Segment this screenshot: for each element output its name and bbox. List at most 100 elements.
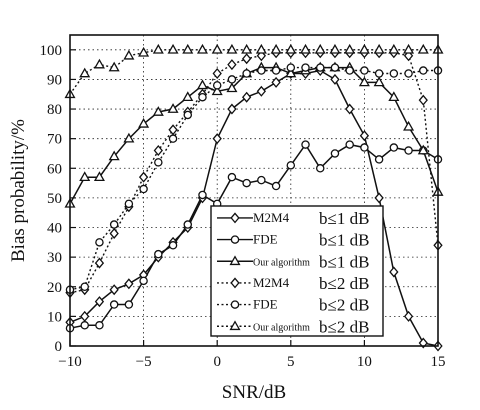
- data-point-triangle: [285, 67, 297, 78]
- data-point-diamond: [109, 284, 119, 296]
- data-point-diamond: [80, 310, 90, 322]
- data-point-circle: [154, 249, 163, 259]
- legend-entry: M2M4 b≤1 dB: [217, 209, 369, 228]
- data-point-circle: [330, 149, 340, 158]
- data-point-triangle: [93, 58, 105, 69]
- data-point-triangle: [123, 132, 135, 143]
- data-point-diamond: [241, 91, 252, 103]
- data-point-circle: [374, 69, 384, 78]
- data-point-diamond: [109, 227, 119, 239]
- data-point-circle: [198, 92, 207, 102]
- data-point-diamond: [153, 145, 163, 157]
- data-point-diamond: [168, 124, 178, 136]
- legend-marker-triangle: [229, 255, 241, 266]
- y-tick-label: 0: [55, 339, 63, 355]
- legend-label: Our algorithm: [253, 257, 310, 268]
- data-point-triangle: [388, 43, 400, 54]
- data-point-circle: [360, 143, 369, 152]
- y-axis-label: Bias probability/%: [8, 119, 29, 262]
- data-point-circle: [124, 199, 134, 209]
- data-point-diamond: [124, 278, 134, 290]
- data-point-triangle: [417, 144, 429, 155]
- data-point-triangle: [108, 150, 120, 161]
- data-point-circle: [80, 321, 89, 330]
- series-markers: [64, 43, 444, 352]
- legend-marker-circle: [230, 235, 240, 244]
- x-tick-label: −10: [58, 354, 81, 370]
- data-point-circle: [227, 172, 237, 182]
- y-tick-label: 20: [47, 280, 62, 296]
- data-point-circle: [374, 155, 384, 164]
- data-point-diamond: [227, 103, 237, 115]
- data-point-triangle: [417, 43, 429, 54]
- data-point-triangle: [138, 46, 150, 57]
- legend-entry: M2M4 b≤2 dB: [217, 274, 369, 293]
- y-tick-label: 10: [47, 309, 62, 325]
- data-point-triangle: [403, 120, 415, 131]
- data-point-circle: [139, 184, 148, 194]
- data-point-triangle: [182, 43, 194, 54]
- y-tick-label: 30: [47, 250, 62, 266]
- data-point-triangle: [329, 43, 341, 54]
- x-tick-label: 15: [431, 354, 446, 370]
- y-tick-label: 60: [47, 161, 62, 177]
- data-point-triangle: [79, 171, 91, 182]
- legend-marker-diamond: [230, 212, 240, 224]
- data-point-circle: [404, 69, 413, 78]
- data-point-triangle: [79, 67, 91, 78]
- legend-label: FDE: [253, 232, 278, 247]
- legend-label: Our algorithm: [253, 322, 310, 333]
- legend-label: M2M4: [253, 275, 290, 290]
- y-tick-label: 80: [47, 102, 62, 118]
- data-point-triangle: [152, 106, 164, 116]
- data-point-diamond: [94, 296, 105, 308]
- data-point-triangle: [241, 43, 253, 54]
- x-tick-label: 5: [287, 354, 295, 370]
- data-point-diamond: [138, 171, 149, 183]
- data-point-triangle: [93, 171, 105, 182]
- data-point-circle: [315, 63, 325, 72]
- data-point-circle: [109, 220, 119, 229]
- legend-marker-triangle: [229, 320, 241, 331]
- data-point-circle: [330, 63, 340, 72]
- data-point-circle: [345, 66, 354, 75]
- data-point-circle: [212, 81, 222, 90]
- series-markers-4: [65, 63, 443, 294]
- x-axis-label: SNR/dB: [222, 382, 286, 403]
- legend-condition: b≤1 dB: [319, 231, 369, 250]
- x-tick-label: 0: [213, 354, 221, 370]
- legend-label: FDE: [253, 297, 278, 312]
- x-tick-label: −5: [136, 354, 152, 370]
- data-point-diamond: [330, 73, 340, 85]
- data-point-triangle: [373, 76, 385, 87]
- legend-entry: FDE b≤2 dB: [217, 296, 369, 315]
- data-point-triangle: [270, 43, 282, 54]
- data-point-circle: [301, 63, 310, 72]
- data-point-diamond: [227, 59, 237, 71]
- series-markers-1: [65, 140, 443, 333]
- tick-labels: −10 −5 0 5 10 15 0 10 20 30 40 50 60 70 80 90 100: [40, 43, 446, 370]
- data-point-triangle: [373, 43, 385, 54]
- data-point-diamond: [94, 257, 105, 269]
- data-point-triangle: [123, 49, 135, 60]
- data-point-triangle: [226, 43, 238, 54]
- data-point-triangle: [226, 82, 238, 93]
- data-point-triangle: [358, 43, 370, 54]
- data-point-diamond: [403, 310, 414, 322]
- y-tick-label: 40: [47, 221, 62, 237]
- legend-condition: b≤1 dB: [319, 252, 369, 271]
- data-point-circle: [419, 66, 428, 75]
- data-point-circle: [95, 321, 104, 330]
- data-point-triangle: [108, 61, 120, 72]
- data-point-triangle: [300, 43, 312, 54]
- data-point-circle: [168, 134, 178, 143]
- data-point-circle: [301, 140, 310, 149]
- data-point-diamond: [345, 103, 355, 115]
- y-tick-label: 90: [47, 72, 62, 88]
- data-point-triangle: [403, 43, 415, 54]
- legend-condition: b≤1 dB: [319, 209, 369, 228]
- data-point-circle: [154, 158, 163, 167]
- data-point-circle: [257, 66, 266, 75]
- data-point-circle: [227, 75, 237, 84]
- data-point-triangle: [358, 76, 370, 87]
